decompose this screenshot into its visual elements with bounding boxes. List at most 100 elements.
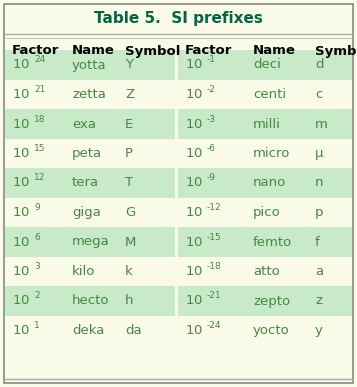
Text: -21: -21 <box>207 291 222 300</box>
Text: m: m <box>315 118 328 130</box>
Text: $10$: $10$ <box>185 176 203 190</box>
Text: -12: -12 <box>207 203 222 212</box>
Text: Table 5.  SI prefixes: Table 5. SI prefixes <box>94 12 262 26</box>
Text: $10$: $10$ <box>185 206 203 219</box>
Text: $10$: $10$ <box>12 236 30 248</box>
Text: E: E <box>125 118 133 130</box>
Bar <box>5 109 175 139</box>
Text: $10$: $10$ <box>185 118 203 130</box>
Text: femto: femto <box>253 236 292 248</box>
Text: atto: atto <box>253 265 280 278</box>
Text: Y: Y <box>125 58 133 72</box>
Text: deci: deci <box>253 58 281 72</box>
Text: hecto: hecto <box>72 295 110 308</box>
Bar <box>5 80 175 109</box>
Text: zetta: zetta <box>72 88 106 101</box>
Text: $10$: $10$ <box>12 58 30 72</box>
Text: 18: 18 <box>34 115 45 123</box>
Text: p: p <box>315 206 323 219</box>
Text: d: d <box>315 58 323 72</box>
Text: Name: Name <box>253 45 296 58</box>
Text: 1: 1 <box>34 321 40 330</box>
Text: $10$: $10$ <box>12 176 30 190</box>
Bar <box>5 50 175 80</box>
Bar <box>5 316 175 345</box>
Text: $10$: $10$ <box>12 265 30 278</box>
Text: $10$: $10$ <box>12 147 30 160</box>
Text: 12: 12 <box>34 173 45 183</box>
Text: peta: peta <box>72 147 102 160</box>
Text: $10$: $10$ <box>12 295 30 308</box>
Bar <box>178 257 352 286</box>
Text: $10$: $10$ <box>12 206 30 219</box>
Text: -15: -15 <box>207 233 222 241</box>
Text: Symbol: Symbol <box>125 45 180 58</box>
Text: μ: μ <box>315 147 323 160</box>
Text: $10$: $10$ <box>185 58 203 72</box>
Text: milli: milli <box>253 118 281 130</box>
Text: Factor: Factor <box>12 45 59 58</box>
Text: -6: -6 <box>207 144 216 153</box>
Text: pico: pico <box>253 206 281 219</box>
Text: da: da <box>125 324 142 337</box>
Text: $10$: $10$ <box>185 295 203 308</box>
Text: $10$: $10$ <box>185 147 203 160</box>
Text: Z: Z <box>125 88 134 101</box>
Text: $10$: $10$ <box>12 324 30 337</box>
Text: yocto: yocto <box>253 324 290 337</box>
Text: $10$: $10$ <box>12 88 30 101</box>
Text: z: z <box>315 295 322 308</box>
Text: $10$: $10$ <box>12 118 30 130</box>
Text: giga: giga <box>72 206 101 219</box>
Text: -24: -24 <box>207 321 221 330</box>
Text: $10$: $10$ <box>185 236 203 248</box>
Bar <box>5 227 175 257</box>
Text: f: f <box>315 236 320 248</box>
Bar <box>178 168 352 198</box>
Text: Factor: Factor <box>185 45 232 58</box>
Text: 9: 9 <box>34 203 40 212</box>
Text: -9: -9 <box>207 173 216 183</box>
Text: exa: exa <box>72 118 96 130</box>
Text: $10$: $10$ <box>185 265 203 278</box>
Text: $10$: $10$ <box>185 324 203 337</box>
Text: -18: -18 <box>207 262 222 271</box>
Text: $10$: $10$ <box>185 88 203 101</box>
Text: a: a <box>315 265 323 278</box>
Text: k: k <box>125 265 133 278</box>
Text: 6: 6 <box>34 233 40 241</box>
Text: deka: deka <box>72 324 104 337</box>
Text: 15: 15 <box>34 144 45 153</box>
Text: 21: 21 <box>34 85 45 94</box>
Bar <box>178 139 352 168</box>
Bar <box>178 109 352 139</box>
Text: tera: tera <box>72 176 99 190</box>
Text: zepto: zepto <box>253 295 290 308</box>
Bar <box>5 139 175 168</box>
Bar <box>178 50 352 80</box>
Bar <box>178 286 352 316</box>
Text: mega: mega <box>72 236 110 248</box>
Text: P: P <box>125 147 133 160</box>
Bar <box>5 257 175 286</box>
Bar <box>5 168 175 198</box>
Text: M: M <box>125 236 136 248</box>
Bar <box>178 227 352 257</box>
Text: -1: -1 <box>207 55 216 65</box>
Text: Symbol: Symbol <box>315 45 357 58</box>
Text: 3: 3 <box>34 262 40 271</box>
Text: T: T <box>125 176 133 190</box>
Text: 2: 2 <box>34 291 40 300</box>
Text: 24: 24 <box>34 55 45 65</box>
Bar <box>178 198 352 227</box>
Bar <box>178 80 352 109</box>
Text: micro: micro <box>253 147 290 160</box>
Text: h: h <box>125 295 134 308</box>
Text: yotta: yotta <box>72 58 107 72</box>
Text: -2: -2 <box>207 85 216 94</box>
Bar <box>5 286 175 316</box>
Text: n: n <box>315 176 323 190</box>
Text: Name: Name <box>72 45 115 58</box>
Bar <box>5 198 175 227</box>
Text: y: y <box>315 324 323 337</box>
